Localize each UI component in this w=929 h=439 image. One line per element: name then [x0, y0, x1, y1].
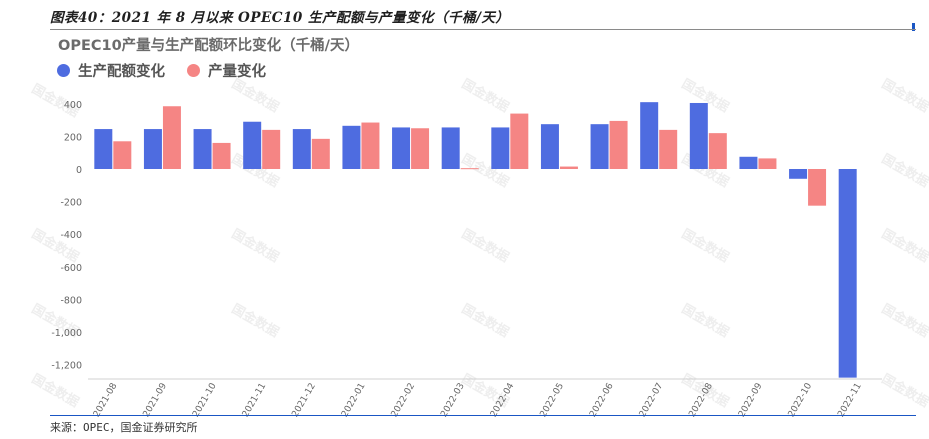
bar-production	[311, 138, 330, 169]
legend-label-production: 产量变化	[208, 64, 266, 80]
y-tick-label: -1,000	[51, 328, 82, 339]
x-tick-label: 2022-07	[638, 382, 665, 420]
bar-production	[510, 113, 529, 169]
y-tick-label: -400	[60, 230, 82, 241]
bottom-rule	[50, 415, 916, 416]
legend: 生产配额变化 产量变化	[57, 60, 288, 81]
bar-quota	[143, 129, 162, 169]
x-tick-label: 2022-05	[539, 382, 566, 420]
x-tick-label: 2022-02	[390, 382, 417, 420]
x-tick-label: 2022-03	[439, 382, 466, 420]
y-tick-label: -600	[60, 263, 82, 274]
bar-quota	[94, 129, 113, 169]
y-tick-label: 0	[76, 165, 82, 176]
x-tick-label: 2022-08	[687, 381, 715, 419]
x-tick-label: 2021-09	[142, 381, 170, 419]
bar-production	[262, 129, 281, 169]
source-note: 来源：OPEC，国金证券研究所	[50, 421, 198, 434]
bar-quota	[540, 124, 559, 169]
bar-quota	[689, 102, 708, 169]
bar-quota	[243, 121, 262, 169]
x-tick-label: 2021-10	[191, 381, 219, 419]
bar-quota	[491, 127, 510, 169]
x-tick-label: 2021-11	[241, 382, 268, 420]
bar-production	[659, 129, 678, 169]
legend-item-production[interactable]: 产量变化	[187, 60, 266, 81]
legend-swatch-production	[187, 64, 200, 77]
bar-quota	[193, 129, 212, 169]
y-tick-label: -1,200	[51, 361, 82, 372]
bar-production	[162, 106, 181, 169]
bar-quota	[342, 125, 361, 169]
corner-accent	[912, 23, 915, 31]
x-tick-label: 2022-06	[588, 381, 616, 419]
bar-quota	[640, 102, 659, 169]
bar-production	[212, 142, 231, 169]
x-tick-label: 2022-11	[836, 382, 863, 420]
bar-quota	[392, 127, 411, 169]
bar-quota	[838, 169, 857, 378]
bar-production	[708, 133, 727, 169]
legend-label-quota: 生产配额变化	[78, 64, 165, 80]
chart-title: OPEC10产量与生产配额环比变化（千桶/天）	[58, 38, 359, 54]
x-tick-label: 2021-12	[290, 382, 317, 420]
y-tick-label: 200	[64, 132, 82, 143]
x-tick-label: 2022-04	[489, 381, 517, 419]
top-rule	[50, 29, 916, 30]
bar-quota	[292, 129, 311, 169]
x-tick-label: 2022-10	[787, 381, 815, 419]
bar-quota	[789, 169, 808, 179]
y-tick-label: 400	[64, 100, 82, 111]
bar-production	[559, 166, 578, 169]
x-tick-label: 2021-08	[92, 381, 120, 419]
bar-production	[758, 158, 777, 169]
bar-production	[411, 128, 430, 169]
x-tick-label: 2022-01	[340, 382, 367, 420]
bar-production	[361, 122, 380, 169]
y-tick-label: -200	[60, 198, 82, 209]
bar-production	[609, 120, 628, 169]
bar-production	[808, 169, 827, 206]
x-tick-label: 2022-09	[737, 381, 765, 419]
figure-title: 图表40：2021 年 8 月以来 OPEC10 生产配额与产量变化（千桶/天）	[50, 10, 510, 26]
bar-production	[460, 168, 479, 170]
bar-quota	[441, 127, 460, 169]
legend-item-quota[interactable]: 生产配额变化	[57, 60, 165, 81]
bar-production	[113, 141, 132, 169]
bar-quota	[739, 156, 758, 169]
y-tick-label: -800	[60, 295, 82, 306]
legend-swatch-quota	[57, 64, 70, 77]
bar-quota	[590, 124, 609, 169]
